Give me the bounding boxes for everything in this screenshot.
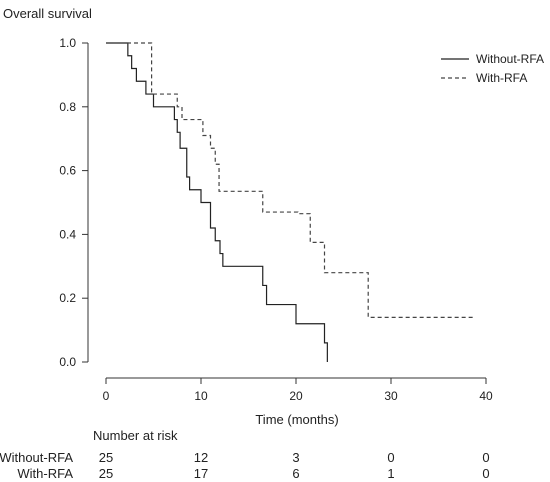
risk-cell: 0 [482, 450, 489, 465]
risk-cell: 0 [482, 466, 489, 481]
series-line-with-rfa [106, 42, 475, 318]
x-tick-label: 10 [194, 389, 208, 403]
risk-cell: 6 [292, 466, 299, 481]
risk-cell: 17 [194, 466, 208, 481]
series-line-without-rfa [106, 42, 328, 362]
y-tick-label: 0.0 [59, 355, 76, 369]
x-tick-label: 20 [289, 389, 303, 403]
y-tick-label: 0.8 [59, 100, 76, 114]
y-tick-label: 0.6 [59, 164, 76, 178]
axes: 0.0 0.2 0.4 0.6 0.8 1.0 0 10 20 30 40 [59, 36, 493, 403]
plot-lines [106, 42, 475, 362]
risk-cell: 0 [387, 450, 394, 465]
x-axis-label: Time (months) [255, 412, 338, 427]
risk-cell: 12 [194, 450, 208, 465]
x-tick-label: 30 [384, 389, 398, 403]
chart-title: Overall survival [3, 6, 92, 21]
x-tick-label: 40 [479, 389, 493, 403]
risk-cell: 25 [99, 450, 113, 465]
x-tick-label: 0 [103, 389, 110, 403]
y-tick-label: 1.0 [59, 36, 76, 50]
risk-cell: 25 [99, 466, 113, 481]
legend: Without-RFA With-RFA [441, 52, 544, 85]
risk-row-label: Without-RFA [0, 450, 73, 465]
risk-row-label: With-RFA [17, 466, 73, 481]
risk-table: Number at risk Without-RFA 25 12 3 0 0With-RF… [0, 428, 490, 481]
y-tick-label: 0.4 [59, 227, 76, 241]
risk-cell: 1 [387, 466, 394, 481]
risk-cell: 3 [292, 450, 299, 465]
y-tick-label: 0.2 [59, 291, 76, 305]
legend-label: Without-RFA [476, 52, 544, 66]
legend-label: With-RFA [476, 71, 527, 85]
risk-table-title: Number at risk [93, 428, 178, 443]
